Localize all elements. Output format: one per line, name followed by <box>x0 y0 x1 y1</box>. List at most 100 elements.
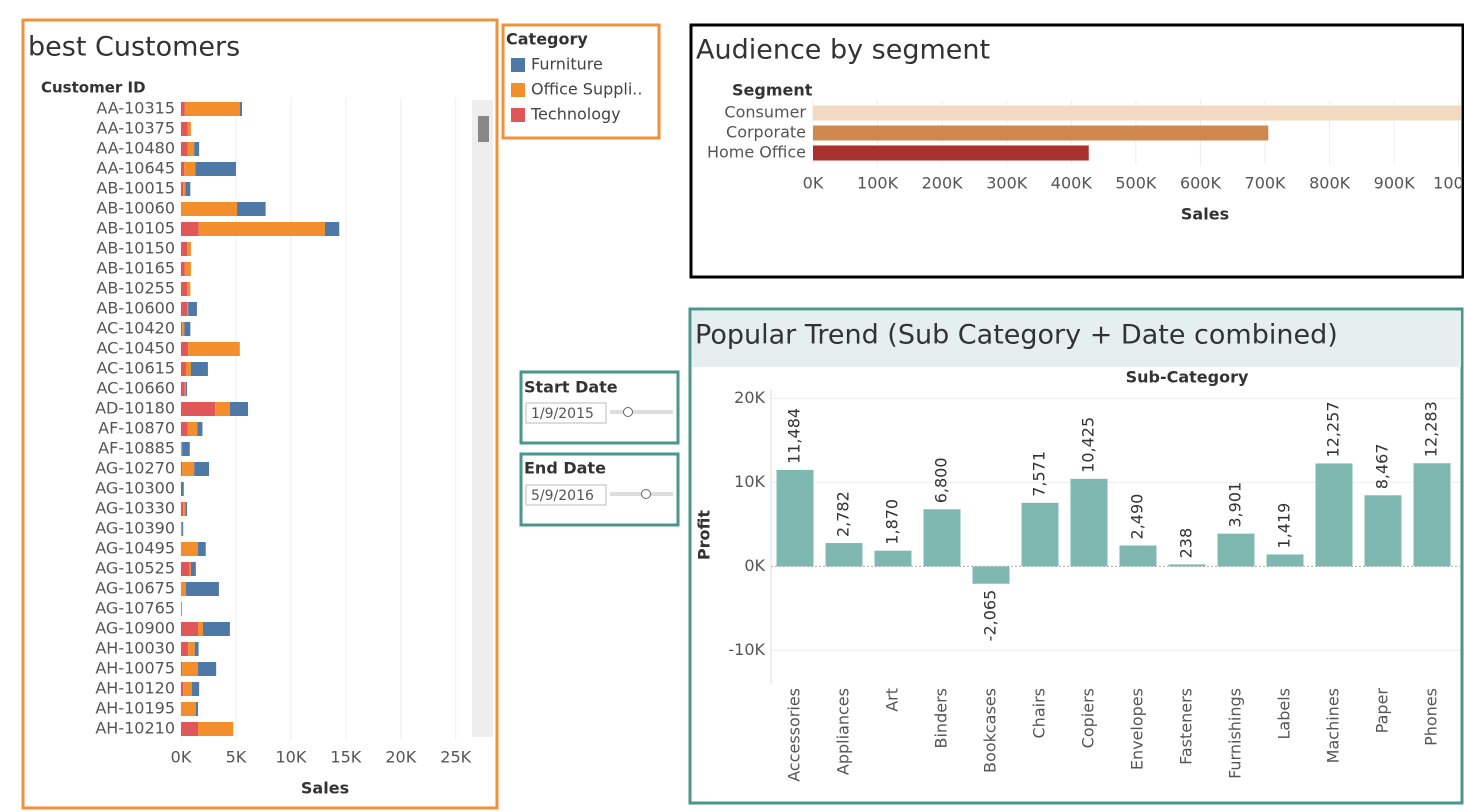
bar-segment <box>185 502 188 516</box>
y-tick-label: AG-10495 <box>95 539 175 558</box>
x-tick-label: 400K <box>1051 174 1093 193</box>
bar <box>1119 545 1157 567</box>
bar-segment <box>184 382 186 396</box>
x-tick-label: Machines <box>1324 688 1343 763</box>
bar <box>1168 564 1206 567</box>
bar-segment <box>185 382 188 396</box>
value-label: 10,425 <box>1079 417 1098 473</box>
bar-segment <box>184 262 191 276</box>
x-tick-label: 20K <box>385 748 416 767</box>
x-tick-label: 5K <box>226 748 247 767</box>
x-tick-label: 100K <box>857 174 899 193</box>
bar-segment <box>181 702 196 716</box>
y-tick-label: AF-10885 <box>98 439 175 458</box>
bar <box>813 105 1461 121</box>
chart-title: Audience by segment <box>696 35 990 66</box>
x-tick-label: Art <box>883 688 902 712</box>
axis-title: Customer ID <box>41 79 146 97</box>
bar-segment <box>198 222 325 236</box>
bar-segment <box>181 522 183 536</box>
panel-header <box>692 311 1461 367</box>
bar-segment <box>194 642 199 656</box>
bar-segment <box>187 302 189 316</box>
filter-border <box>519 452 680 527</box>
bar-segment <box>181 182 184 196</box>
value-label: 12,257 <box>1324 401 1343 457</box>
legend-label: Furniture <box>531 55 603 74</box>
bar-segment <box>181 402 216 416</box>
value-label: 8,467 <box>1373 443 1392 489</box>
legend-swatch <box>511 58 525 72</box>
x-tick-label: 600K <box>1180 174 1222 193</box>
legend-title: Category <box>506 30 588 49</box>
y-tick-label: AH-10210 <box>95 719 175 738</box>
bar-segment <box>187 122 191 136</box>
x-tick-label: 10K <box>275 748 306 767</box>
scrollbar[interactable] <box>472 100 493 737</box>
value-label: 2,782 <box>834 491 853 537</box>
bar <box>1217 533 1255 567</box>
bar-segment <box>229 402 249 416</box>
slider-handle[interactable] <box>623 407 633 417</box>
bar-segment <box>182 442 190 456</box>
bar <box>1413 463 1451 567</box>
bar <box>813 145 1089 161</box>
date-input[interactable] <box>525 402 607 424</box>
filter-label: End Date <box>524 459 606 478</box>
value-label: 6,800 <box>932 457 951 503</box>
axis-title: Sales <box>1181 205 1229 224</box>
legend-swatch <box>511 83 525 97</box>
bar-segment <box>324 222 340 236</box>
x-tick-label: Appliances <box>834 688 853 775</box>
y-tick-label: AA-10480 <box>96 139 175 158</box>
date-value[interactable]: 1/9/2015 <box>531 406 594 422</box>
value-label: 238 <box>1177 528 1196 559</box>
y-tick-label: AB-10165 <box>96 259 175 278</box>
y-tick-label: AB-10150 <box>96 239 175 258</box>
y-tick-label: AG-10390 <box>95 519 175 538</box>
value-label: 3,901 <box>1226 482 1245 528</box>
x-tick-label: Furnishings <box>1226 688 1245 779</box>
slider-handle[interactable] <box>641 489 651 499</box>
bar-segment <box>181 322 183 336</box>
y-tick-label: AC-10615 <box>96 359 175 378</box>
x-tick-label: 0K <box>803 174 824 193</box>
x-tick-label: 500K <box>1115 174 1157 193</box>
bar-segment <box>190 562 196 576</box>
value-label: 11,484 <box>785 408 804 464</box>
date-input[interactable] <box>525 484 607 506</box>
y-tick-label: AA-10645 <box>96 159 175 178</box>
y-tick-label: AG-10330 <box>95 499 175 518</box>
bar-segment <box>181 482 184 496</box>
y-tick-label: AB-10600 <box>96 299 175 318</box>
bar-segment <box>181 282 188 296</box>
bar-segment <box>182 522 184 536</box>
bar-segment <box>181 202 238 216</box>
axis-title: Sales <box>301 779 349 798</box>
y-tick-label: AG-10675 <box>95 579 175 598</box>
axis-title: Profit <box>695 510 714 560</box>
x-tick-label: 700K <box>1245 174 1287 193</box>
y-tick-label: AB-10015 <box>96 179 175 198</box>
bar-segment <box>182 462 195 476</box>
x-tick-label: 800K <box>1309 174 1351 193</box>
bar-segment <box>237 202 266 216</box>
bar-segment <box>239 102 242 116</box>
bar-segment <box>181 442 183 456</box>
y-tick-label: Home Office <box>707 143 806 162</box>
bar <box>1021 502 1059 567</box>
value-label: 1,870 <box>883 499 902 545</box>
date-value[interactable]: 5/9/2016 <box>531 488 594 504</box>
bar <box>1070 478 1108 567</box>
bar <box>1315 463 1353 567</box>
y-tick-label: Corporate <box>726 123 806 142</box>
bar-segment <box>188 642 195 656</box>
x-tick-label: Paper <box>1373 688 1392 734</box>
bar <box>874 550 912 567</box>
bar-segment <box>195 702 199 716</box>
segment-chart: 0K 100K 200K 300K 400K 500K 600K 700K 800K 900K 10… <box>707 100 1461 193</box>
y-tick-label: AD-10180 <box>95 399 175 418</box>
x-tick-label: Fasteners <box>1177 688 1196 765</box>
scrollbar-thumb[interactable] <box>478 116 489 142</box>
